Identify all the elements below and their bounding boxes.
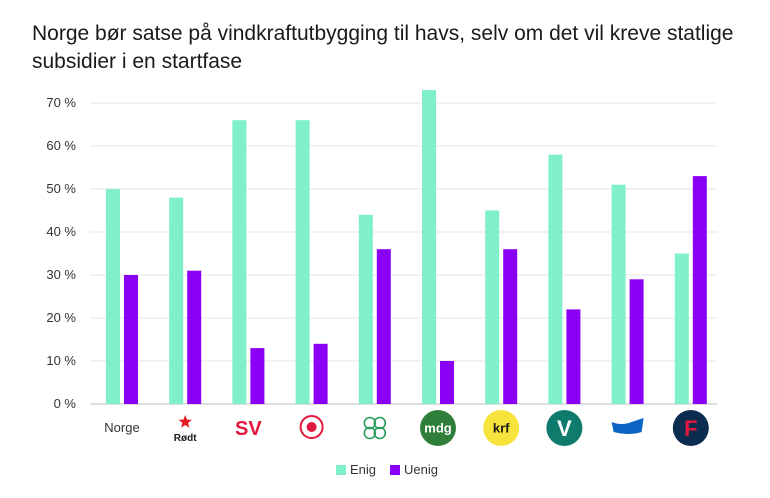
bar-uenig-0 (124, 275, 138, 404)
star-icon (178, 415, 192, 428)
rose-icon (299, 415, 324, 439)
party-logo-5: mdg (420, 410, 456, 446)
clover-leaf-icon (363, 416, 377, 430)
party-logo-3 (299, 415, 324, 439)
bar-enig-2 (232, 120, 247, 404)
party-logo-7: V (546, 410, 583, 446)
legend-swatch (390, 465, 400, 475)
clover-leaf-icon (363, 426, 377, 440)
bar-uenig-6 (503, 249, 518, 404)
party-logo-text: Rødt (174, 433, 197, 444)
bar-uenig-8 (629, 279, 644, 404)
bar-enig-8 (611, 184, 626, 404)
party-logo-text: F (684, 416, 697, 441)
bar-uenig-4 (376, 249, 391, 404)
y-tick-label: 0 % (54, 396, 77, 411)
legend-label: Enig (350, 462, 376, 477)
bar-enig-3 (295, 120, 310, 404)
party-logo-2: SV (235, 418, 262, 440)
y-tick-label: 50 % (46, 181, 76, 196)
y-tick-label: 40 % (46, 224, 76, 239)
party-logo-badge (546, 410, 583, 446)
party-logo-4 (363, 416, 387, 440)
clover-leaf-icon (373, 416, 387, 430)
party-logo-text: V (557, 416, 572, 441)
bar-enig-4 (358, 214, 373, 404)
clover-leaf-icon (373, 426, 387, 440)
bar-uenig-5 (440, 361, 454, 404)
flag-icon (611, 418, 644, 434)
y-tick-label: 30 % (46, 267, 76, 282)
y-tick-label: 70 % (46, 95, 76, 110)
bar-uenig-1 (187, 270, 202, 404)
bar-uenig-3 (313, 343, 328, 404)
legend-swatch (336, 465, 346, 475)
bar-uenig-2 (250, 348, 265, 404)
x-tick-label: Norge (104, 420, 139, 435)
legend-label: Uenig (404, 462, 438, 477)
party-logo-text: krf (493, 421, 510, 436)
bar-enig-6 (485, 210, 500, 404)
rose-center-icon (306, 422, 317, 432)
party-logo-badge (672, 410, 709, 446)
bar-enig-7 (548, 154, 563, 404)
bar-enig-1 (169, 197, 184, 404)
y-tick-label: 60 % (46, 138, 76, 153)
bar-enig-5 (422, 90, 436, 404)
bar-uenig-7 (566, 309, 581, 404)
party-logo-badge (483, 410, 520, 446)
y-tick-label: 10 % (46, 353, 76, 368)
party-logo-badge (420, 410, 456, 446)
y-tick-label: 20 % (46, 310, 76, 325)
bar-uenig-9 (692, 176, 707, 404)
party-logo-8 (611, 418, 644, 434)
party-logo-9: F (672, 410, 709, 446)
party-logo-text: SV (235, 418, 262, 440)
chart-title: Norge bør satse på vindkraftutbygging ti… (32, 22, 734, 73)
party-logo-6: krf (483, 410, 520, 446)
bar-enig-0 (106, 189, 120, 404)
party-logo-text: mdg (424, 421, 452, 436)
party-logo-1: Rødt (174, 415, 197, 444)
bar-enig-9 (674, 253, 689, 404)
